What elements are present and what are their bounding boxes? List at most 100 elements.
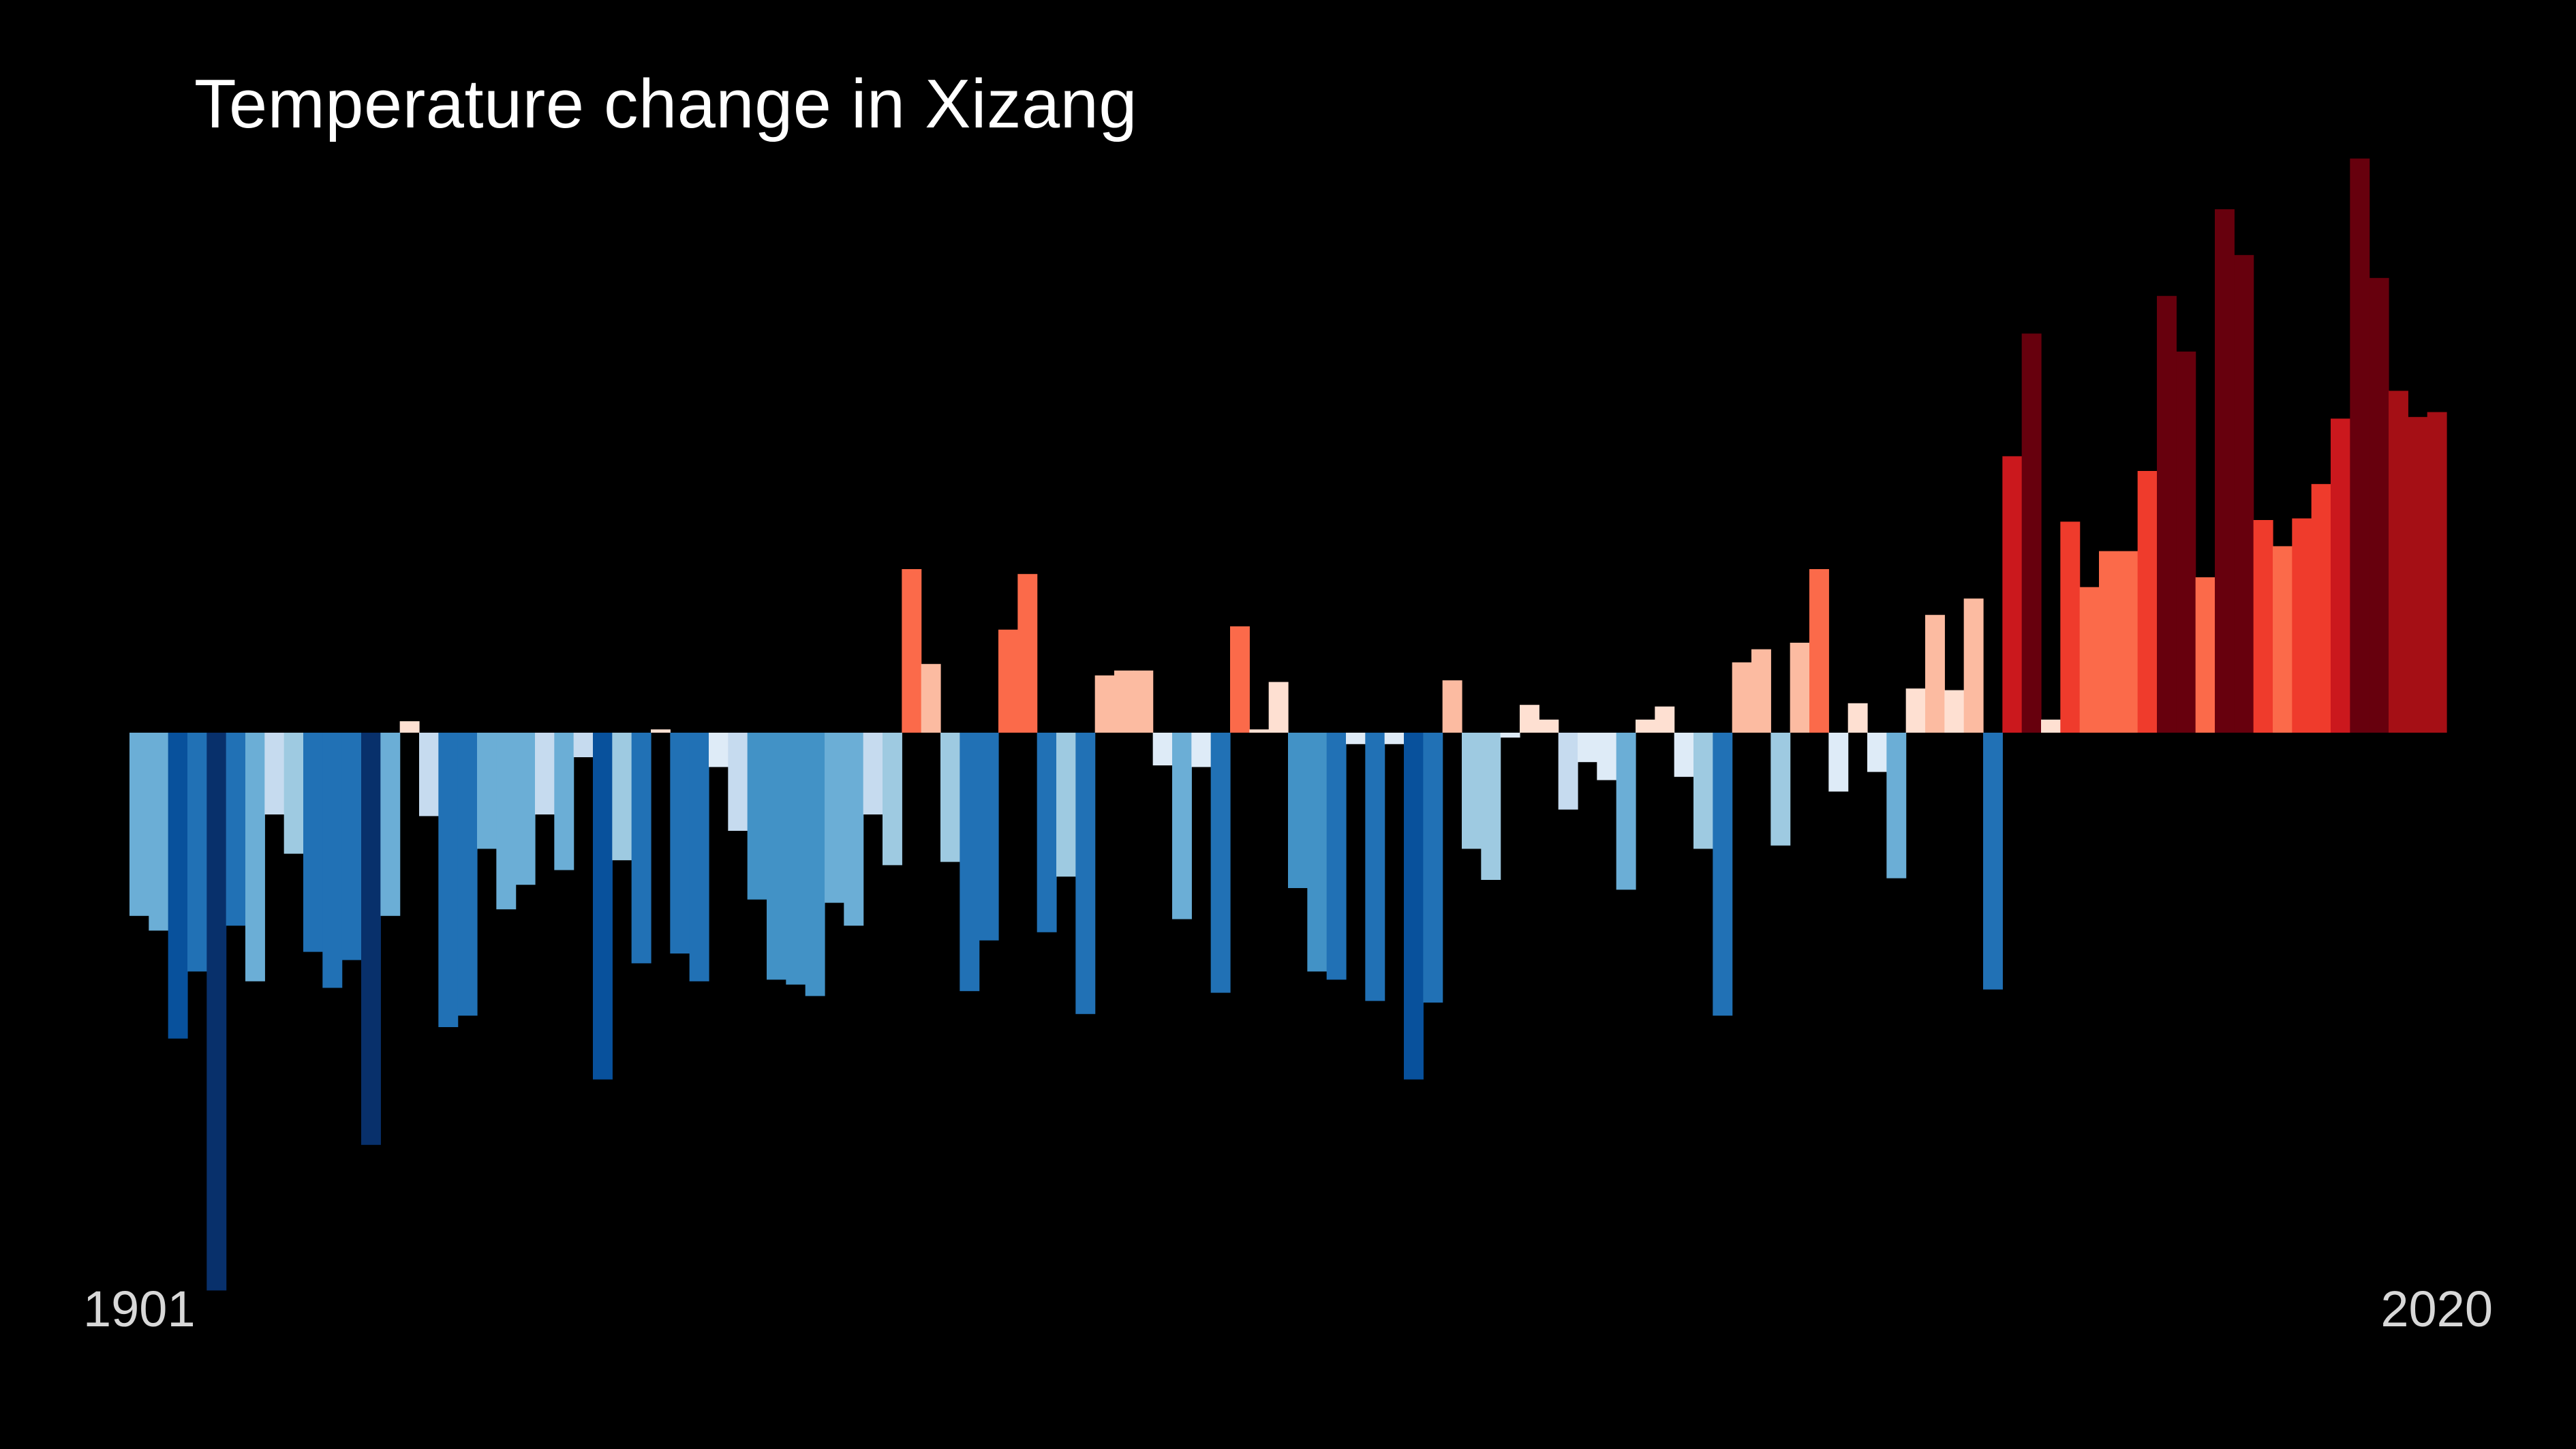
bar-1937 bbox=[825, 733, 844, 903]
bar-1921 bbox=[515, 733, 536, 885]
bar-1913 bbox=[361, 733, 381, 1145]
bar-2006 bbox=[2157, 296, 2177, 733]
bar-1960 bbox=[1268, 682, 1289, 733]
bar-1916 bbox=[419, 733, 439, 817]
bar-1941 bbox=[902, 569, 922, 733]
bar-1948 bbox=[1037, 733, 1057, 932]
bar-1920 bbox=[496, 733, 517, 910]
end-year-label: 2020 bbox=[2380, 1281, 2493, 1337]
bar-1971 bbox=[1481, 733, 1501, 880]
bar-1909 bbox=[283, 733, 304, 854]
bar-1926 bbox=[612, 733, 632, 861]
bar-1931 bbox=[709, 733, 729, 767]
bar-1973 bbox=[1520, 705, 1539, 733]
bar-1951 bbox=[1094, 675, 1115, 733]
bar-1968 bbox=[1423, 733, 1443, 1003]
bar-1930 bbox=[689, 733, 709, 981]
bar-1986 bbox=[1770, 733, 1791, 846]
bar-1903 bbox=[168, 733, 188, 1039]
bar-2016 bbox=[2350, 158, 2370, 733]
bar-1969 bbox=[1442, 680, 1462, 733]
bar-1955 bbox=[1172, 733, 1192, 919]
bar-1906 bbox=[226, 733, 246, 926]
bar-1993 bbox=[1905, 688, 1926, 733]
bar-1915 bbox=[399, 721, 420, 733]
bar-1978 bbox=[1616, 733, 1636, 890]
bar-1966 bbox=[1384, 733, 1405, 744]
bar-2014 bbox=[2311, 484, 2331, 733]
bar-1959 bbox=[1249, 729, 1270, 733]
bar-1970 bbox=[1462, 733, 1482, 849]
bar-1925 bbox=[593, 733, 613, 1080]
bar-1962 bbox=[1307, 733, 1328, 972]
bar-1924 bbox=[573, 733, 594, 757]
start-year-label: 1901 bbox=[83, 1281, 196, 1337]
bar-1945 bbox=[979, 733, 999, 941]
bar-2011 bbox=[2253, 520, 2273, 733]
bar-1991 bbox=[1867, 733, 1887, 772]
bar-1965 bbox=[1365, 733, 1385, 1001]
bar-1904 bbox=[187, 733, 207, 972]
bar-1992 bbox=[1886, 733, 1907, 879]
bar-2007 bbox=[2176, 351, 2196, 733]
bar-1907 bbox=[245, 733, 265, 981]
bar-1990 bbox=[1847, 703, 1868, 733]
bar-1910 bbox=[303, 733, 323, 952]
bar-1918 bbox=[457, 733, 478, 1016]
bar-2009 bbox=[2215, 209, 2235, 733]
bar-1963 bbox=[1326, 733, 1347, 980]
bar-1935 bbox=[786, 733, 806, 985]
bar-1996 bbox=[1963, 598, 1984, 733]
bar-1922 bbox=[535, 733, 555, 814]
bar-1997 bbox=[1983, 733, 2003, 990]
bar-1995 bbox=[1944, 690, 1965, 733]
bar-1977 bbox=[1597, 733, 1617, 780]
bar-1911 bbox=[322, 733, 343, 988]
bar-2019 bbox=[2408, 416, 2428, 733]
bar-1953 bbox=[1133, 670, 1154, 733]
bar-1964 bbox=[1346, 733, 1366, 744]
bar-2008 bbox=[2195, 577, 2215, 733]
bar-1919 bbox=[477, 733, 497, 849]
bar-2000 bbox=[2041, 719, 2061, 733]
bar-1933 bbox=[747, 733, 767, 900]
bar-2013 bbox=[2292, 518, 2312, 733]
bar-1940 bbox=[883, 733, 902, 866]
bar-2004 bbox=[2118, 551, 2138, 733]
bar-1984 bbox=[1732, 662, 1752, 733]
bar-1901 bbox=[129, 733, 149, 916]
bar-1961 bbox=[1288, 733, 1308, 888]
bar-2001 bbox=[2060, 521, 2081, 733]
bar-1958 bbox=[1230, 626, 1250, 733]
bar-1905 bbox=[206, 733, 227, 1291]
bar-1902 bbox=[149, 733, 169, 931]
bar-2005 bbox=[2137, 471, 2158, 733]
bar-1943 bbox=[940, 733, 960, 862]
bar-1975 bbox=[1558, 733, 1578, 810]
bar-2012 bbox=[2273, 546, 2293, 733]
bar-1982 bbox=[1693, 733, 1713, 849]
bar-1980 bbox=[1655, 706, 1675, 733]
bar-1949 bbox=[1056, 733, 1076, 877]
bar-1952 bbox=[1114, 670, 1134, 733]
bar-1932 bbox=[728, 733, 748, 831]
bar-2010 bbox=[2234, 255, 2254, 733]
bar-1912 bbox=[341, 733, 362, 960]
bar-1979 bbox=[1636, 719, 1655, 733]
bar-1957 bbox=[1210, 733, 1231, 993]
bar-1934 bbox=[767, 733, 786, 980]
bar-1929 bbox=[670, 733, 690, 954]
bar-1974 bbox=[1539, 719, 1559, 733]
bar-1908 bbox=[264, 733, 285, 814]
bar-1999 bbox=[2021, 333, 2042, 733]
bar-1939 bbox=[863, 733, 883, 814]
bar-1942 bbox=[921, 664, 941, 733]
bar-1936 bbox=[805, 733, 825, 996]
bar-1972 bbox=[1500, 733, 1520, 738]
bar-1998 bbox=[2002, 456, 2023, 733]
bar-2018 bbox=[2389, 391, 2408, 733]
bar-1914 bbox=[380, 733, 401, 916]
bar-1989 bbox=[1828, 733, 1849, 792]
bar-1956 bbox=[1191, 733, 1212, 767]
